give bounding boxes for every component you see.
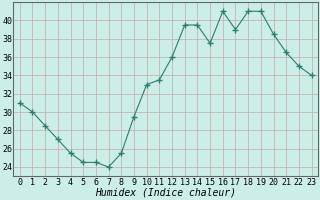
X-axis label: Humidex (Indice chaleur): Humidex (Indice chaleur): [95, 188, 236, 198]
